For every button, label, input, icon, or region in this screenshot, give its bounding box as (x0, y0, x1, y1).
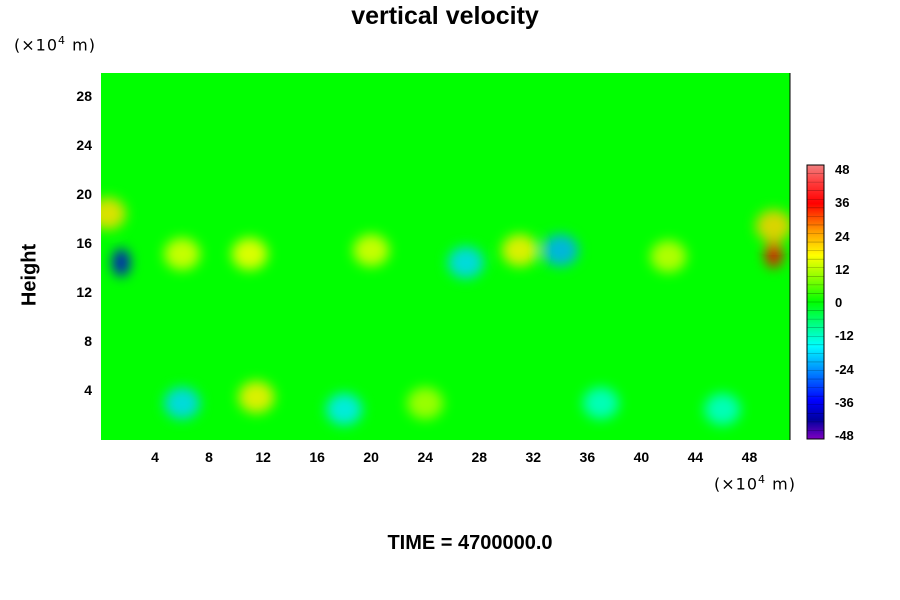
x-tick-label: 44 (687, 449, 704, 465)
heatmap-feature-13 (353, 234, 390, 267)
y-tick-label: 24 (76, 137, 92, 154)
heatmap-feature-6 (326, 393, 363, 426)
heatmap-feature-8 (447, 246, 484, 279)
heatmap-feature-5 (164, 387, 201, 420)
heatmap-feature-9 (501, 234, 538, 267)
colorbar (806, 164, 825, 440)
chart-title: vertical velocity (351, 2, 539, 30)
heatmap-feature-4 (238, 381, 275, 414)
y-unit-prefix: (×10 (14, 35, 59, 55)
x-tick-label: 40 (633, 449, 650, 465)
x-unit-suffix: m) (766, 474, 796, 494)
y-tick-label: 16 (76, 235, 92, 252)
x-tick-label: 48 (741, 449, 758, 465)
colorbar-tick-label: -24 (835, 361, 854, 377)
heatmap-feature-1 (764, 240, 783, 269)
heatmap-feature-14 (407, 387, 444, 420)
colorbar-tick-label: 24 (835, 228, 850, 244)
x-tick-label: 12 (255, 449, 271, 465)
heatmap-feature-16 (704, 393, 741, 426)
y-tick-label: 20 (76, 186, 92, 203)
x-tick-label: 16 (309, 449, 325, 465)
heatmap-feature-10 (231, 238, 268, 271)
heatmap-feature-11 (164, 238, 201, 271)
colorbar-tick-label: 0 (835, 295, 843, 310)
x-tick-label: 28 (471, 449, 488, 465)
y-tick-label: 4 (84, 382, 92, 399)
colorbar-tick-label: -48 (835, 428, 854, 443)
heatmap-feature-0 (112, 248, 131, 277)
heatmap-feature-12 (650, 240, 687, 273)
y-tick-label: 28 (76, 88, 92, 105)
x-tick-label: 36 (579, 449, 596, 465)
y-axis-unit: (×104 m) (14, 34, 96, 54)
colorbar-tick-label: -12 (835, 328, 854, 344)
heatmap-feature-2 (755, 209, 790, 242)
y-tick-label: 8 (84, 333, 92, 350)
time-label: TIME = 4700000.0 (387, 532, 553, 554)
colorbar-tick-label: 48 (835, 162, 850, 177)
x-tick-label: 8 (205, 449, 213, 465)
heatmap-feature-7 (542, 234, 579, 267)
x-axis-unit: (×104 m) (714, 473, 796, 493)
x-unit-exponent: 4 (758, 473, 767, 486)
heatmap-feature-15 (582, 387, 619, 420)
x-tick-label: 20 (363, 449, 379, 465)
colorbar-tick-label: -36 (835, 394, 854, 410)
y-unit-suffix: m) (66, 35, 96, 55)
x-tick-label: 24 (417, 449, 434, 465)
y-tick-label: 12 (76, 284, 92, 301)
heatmap-feature-3 (101, 197, 126, 230)
colorbar-tick-label: 12 (835, 261, 850, 277)
colorbar-tick-label: 36 (835, 195, 850, 211)
x-tick-label: 32 (525, 449, 542, 465)
x-unit-prefix: (×10 (714, 474, 759, 494)
y-unit-exponent: 4 (58, 34, 67, 47)
x-tick-label: 4 (151, 449, 159, 465)
plot-background (101, 73, 790, 440)
